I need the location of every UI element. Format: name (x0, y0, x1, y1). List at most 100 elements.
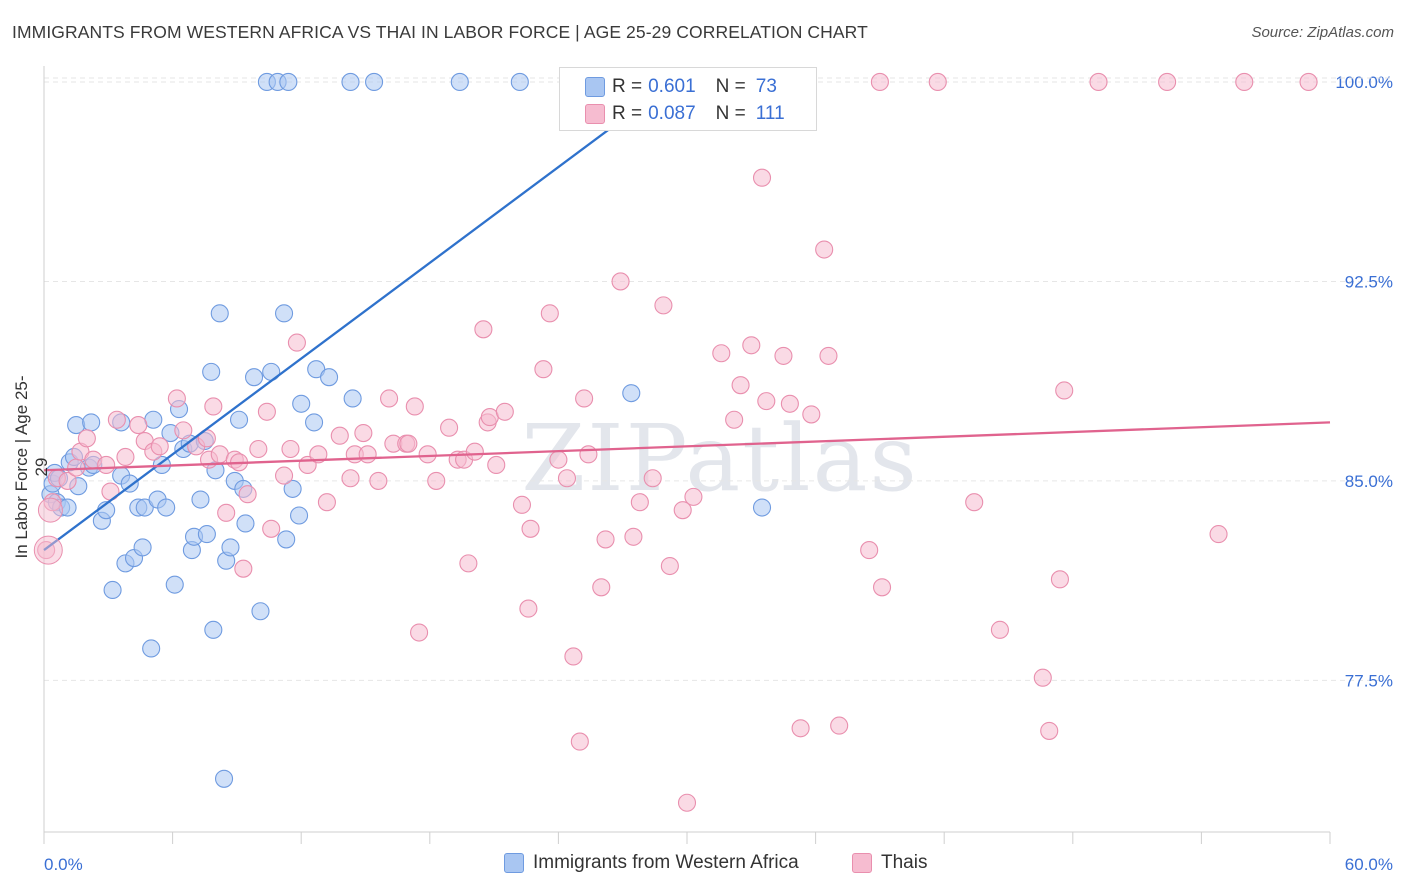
point-thais (116, 447, 135, 467)
legend-swatch-pink (852, 853, 872, 873)
stats-row-pink: R = 0.087 N = 111 (585, 101, 785, 127)
y-tick-label: 100.0% (1335, 73, 1393, 92)
point-thais (815, 240, 834, 259)
point-thais (58, 471, 77, 490)
point-thais (549, 450, 568, 469)
point-thais (611, 272, 630, 291)
point-thais (369, 471, 388, 490)
point-thais (1209, 525, 1228, 544)
point-thais (774, 346, 793, 365)
stats-n-value-blue: 73 (755, 76, 777, 97)
point-thais (512, 495, 532, 514)
stats-box: R = 0.601 N = 73 R = 0.087 N = 111 (559, 67, 817, 131)
point-thais-large (33, 535, 63, 565)
legend-label-western-africa: Immigrants from Western Africa (533, 852, 799, 873)
point-western-africa (142, 639, 161, 658)
point-thais (358, 445, 377, 464)
point-thais (410, 623, 429, 642)
x-tick-label: 60.0% (1345, 855, 1393, 874)
point-thais (1089, 72, 1108, 92)
point-western-africa (202, 362, 221, 381)
point-thais (217, 503, 236, 522)
point-thais (643, 469, 662, 488)
point-thais (275, 466, 294, 485)
point-western-africa (251, 602, 270, 621)
point-thais (630, 493, 649, 512)
point-western-africa (320, 368, 339, 387)
point-thais (1055, 381, 1074, 400)
point-western-africa (191, 490, 210, 509)
point-western-africa (214, 769, 234, 788)
point-western-africa (244, 368, 264, 387)
point-thais (965, 493, 984, 512)
point-thais (249, 439, 268, 459)
y-axis-label: In Labor Force | Age 25-29 (12, 375, 51, 559)
point-thais (167, 389, 186, 408)
stats-row-blue: R = 0.601 N = 73 (585, 74, 777, 100)
point-thais (380, 389, 399, 408)
point-thais (495, 402, 514, 421)
point-thais (418, 445, 437, 464)
point-thais (1299, 72, 1318, 92)
point-western-africa (292, 394, 311, 413)
point-western-africa (341, 72, 360, 92)
point-western-africa (135, 498, 154, 517)
y-tick-label: 77.5% (1345, 671, 1393, 690)
point-thais (97, 455, 116, 475)
point-western-africa (365, 72, 384, 92)
point-thais (77, 429, 96, 448)
point-thais (1158, 72, 1177, 92)
point-thais (129, 416, 148, 435)
point-thais (405, 397, 424, 416)
point-western-africa (450, 72, 469, 92)
point-thais (317, 493, 336, 512)
point-western-africa (305, 413, 324, 432)
point-thais (204, 397, 223, 416)
point-thais (330, 426, 349, 445)
point-western-africa (120, 474, 139, 493)
point-thais (928, 72, 947, 92)
trend-line-thais (43, 421, 1331, 472)
point-western-africa (290, 506, 309, 525)
point-thais (624, 527, 643, 546)
point-western-africa (144, 410, 163, 429)
point-thais (459, 554, 478, 573)
trend-line-western-africa (43, 70, 688, 551)
x-tick-label: 0.0% (44, 855, 83, 874)
point-thais (830, 716, 849, 735)
point-thais (287, 333, 306, 352)
stats-n-label-pink: N = (715, 103, 746, 124)
point-western-africa (197, 525, 216, 544)
point-thais (592, 578, 611, 597)
legend-label-thais: Thais (881, 852, 928, 873)
point-western-africa (236, 514, 255, 533)
point-thais (673, 501, 692, 520)
point-thais (712, 344, 731, 363)
point-thais (752, 168, 772, 187)
point-western-africa (275, 304, 294, 323)
point-thais (654, 296, 673, 315)
stats-r-label-pink: R = (612, 103, 643, 124)
legend-item-western-africa[interactable]: Immigrants from Western Africa (504, 852, 799, 874)
point-western-africa (165, 575, 184, 594)
point-thais (860, 541, 879, 560)
y-tick-label: 92.5% (1345, 272, 1393, 291)
point-thais (780, 394, 799, 413)
point-western-africa (622, 384, 641, 403)
point-thais (757, 392, 776, 411)
point-thais (107, 410, 126, 429)
stats-r-value-pink: 0.087 (648, 103, 696, 124)
chart-source: Source: ZipAtlas.com (1251, 24, 1394, 41)
stats-r-label-blue: R = (612, 76, 643, 97)
point-thais (791, 719, 810, 738)
point-western-africa (283, 479, 302, 498)
point-thais (1235, 72, 1254, 92)
point-western-africa (752, 498, 772, 517)
point-thais (870, 72, 889, 92)
point-thais (579, 445, 598, 464)
point-thais (262, 519, 281, 538)
point-western-africa (307, 360, 326, 379)
point-thais (557, 469, 577, 488)
point-thais (990, 620, 1009, 639)
legend-item-thais[interactable]: Thais (852, 852, 927, 874)
